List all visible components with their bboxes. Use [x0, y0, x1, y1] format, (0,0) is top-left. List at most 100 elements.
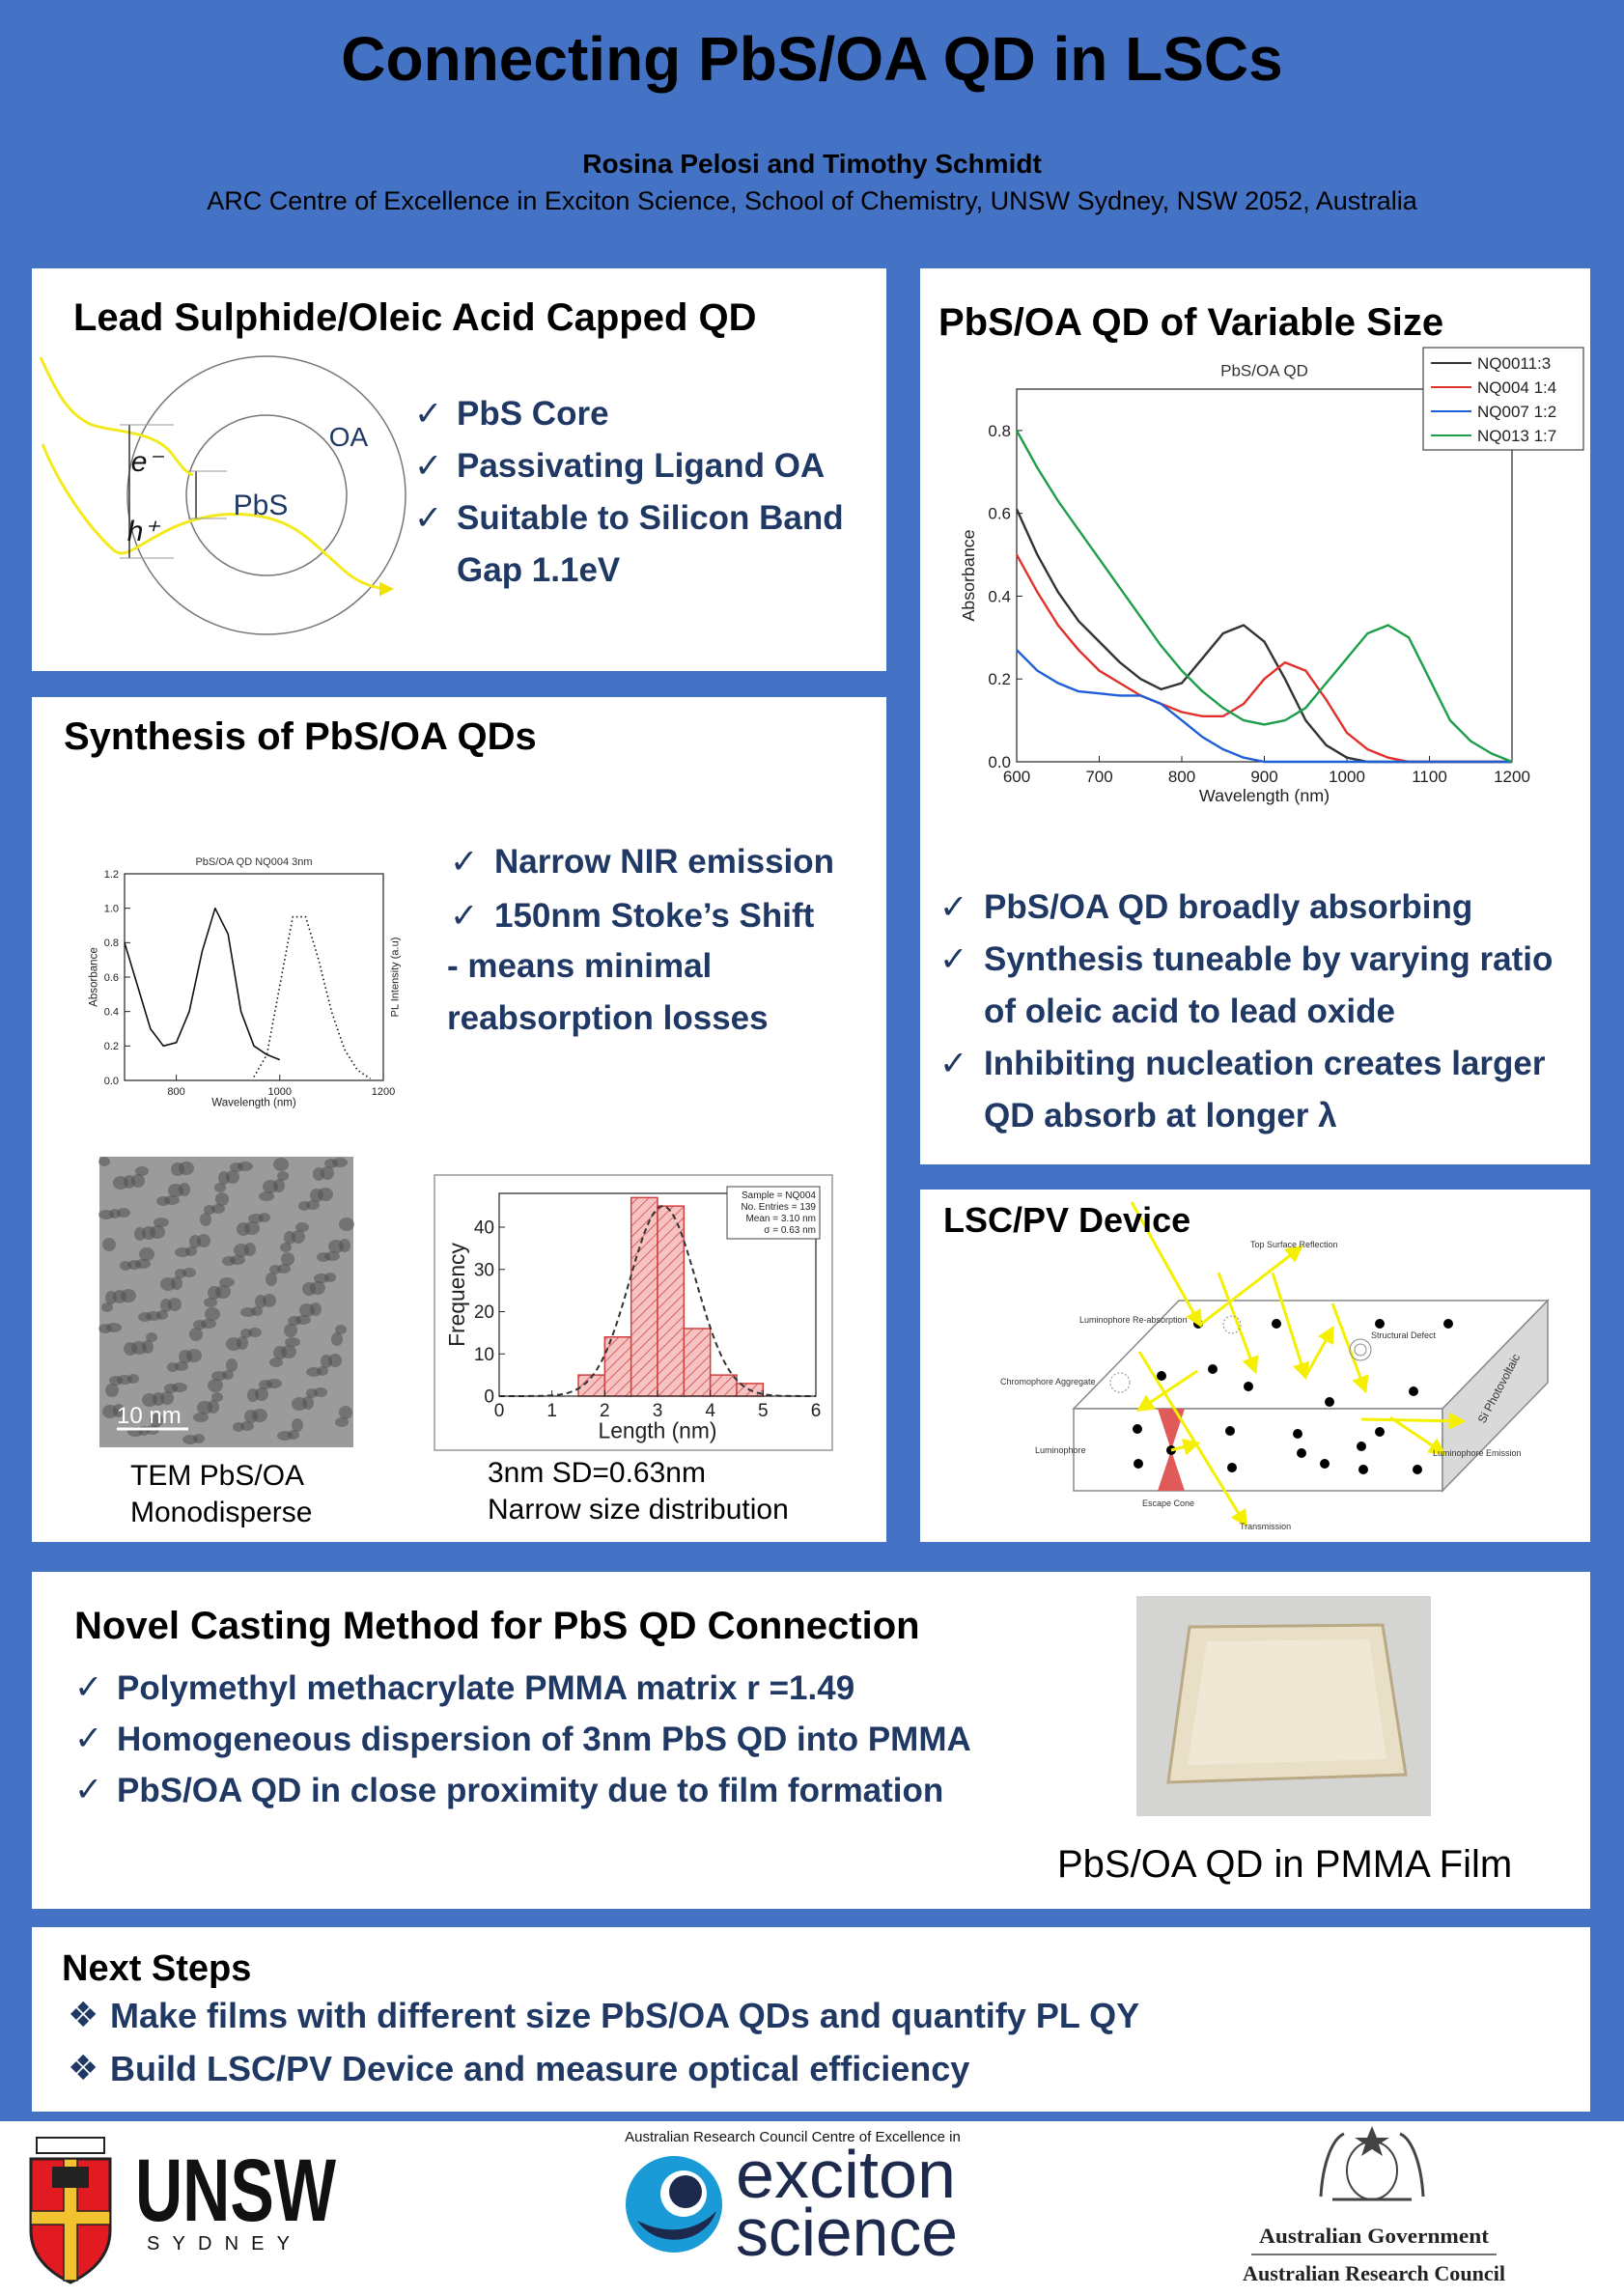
y-tick-label: 0.4	[988, 587, 1011, 605]
luminophore	[1225, 1426, 1235, 1436]
next-steps-bullets: ❖ Make films with different size PbS/OA Q…	[68, 1989, 1516, 2095]
tem-particle	[189, 1235, 201, 1248]
affiliation: ARC Centre of Excellence in Exciton Scie…	[207, 185, 1417, 215]
legend-label: NQ004 1:4	[1477, 378, 1556, 397]
series-line	[253, 915, 372, 1079]
science-word: science	[736, 2195, 958, 2270]
slab-side	[1442, 1299, 1549, 1493]
tem-particle	[135, 1166, 149, 1176]
histogram-bar	[603, 1336, 632, 1397]
bullet-marker: ✓	[939, 1045, 968, 1083]
exciton-logo-core	[669, 2175, 702, 2208]
x-tick-label: 700	[1085, 768, 1112, 786]
x-axis-label: Length (nm)	[599, 1418, 717, 1443]
light-path	[1137, 1351, 1247, 1528]
tem-particle	[102, 1238, 116, 1251]
unsw-wordmark: UNSW	[135, 2142, 336, 2240]
tem-particle	[285, 1337, 300, 1347]
tem-particle	[244, 1410, 258, 1423]
y-tick-label: 0.2	[988, 670, 1011, 688]
aggregate-icon	[1222, 1315, 1242, 1334]
bullet-text: Polymethyl methacrylate PMMA matrix r =1…	[117, 1669, 855, 1707]
tem-particle	[313, 1167, 324, 1181]
tem-particle	[120, 1261, 131, 1271]
tem-particle	[113, 1176, 128, 1190]
y-tick-label: 0.6	[104, 972, 119, 984]
histogram-bar	[683, 1328, 712, 1397]
tem-particle	[171, 1162, 184, 1176]
chart-title: PbS/OA QD	[1220, 361, 1308, 379]
tem-particle	[142, 1393, 157, 1407]
band-edge	[39, 356, 194, 477]
legend-box	[1422, 347, 1584, 451]
bullet-text: 150nm Stoke’s Shift	[494, 897, 815, 935]
tem-particle	[263, 1180, 278, 1193]
tem-particle	[298, 1201, 310, 1211]
tem-particle	[154, 1218, 169, 1227]
tem-particle	[146, 1332, 157, 1342]
y-tick-label: 10	[474, 1345, 494, 1365]
x-axis-label: Wavelength (nm)	[1199, 786, 1330, 805]
x-tick-label: 5	[758, 1401, 769, 1421]
bullet-item: ❖ Make films with different size PbS/OA Q…	[68, 1989, 1516, 2042]
bullet-marker: ✓	[414, 447, 443, 486]
luminophore	[1157, 1371, 1166, 1381]
tem-particle	[317, 1252, 330, 1262]
tem-particle	[102, 1405, 118, 1418]
tem-particle	[284, 1324, 297, 1337]
tem-particle	[98, 1324, 112, 1333]
y-tick-label: 0	[484, 1387, 494, 1408]
exciton-logo-swirl	[637, 2211, 716, 2240]
light-path	[1136, 1369, 1198, 1412]
tem-particle	[138, 1312, 152, 1322]
unsw-crest-book	[52, 2167, 89, 2188]
tem-particle	[204, 1298, 217, 1307]
series-line	[1016, 649, 1512, 764]
tem-particle	[167, 1362, 179, 1372]
tem-particle	[331, 1332, 343, 1346]
tem-particle	[259, 1191, 274, 1201]
exciton-word: exciton	[736, 2137, 956, 2212]
chart-title: PbS/OA QD NQ004 3nm	[195, 856, 312, 868]
tem-particle	[302, 1282, 316, 1296]
tem-particle	[124, 1342, 137, 1356]
x-tick-label: 800	[167, 1086, 184, 1098]
histogram-bar	[657, 1205, 686, 1397]
bullet-text: PbS/OA QD in close proximity due to film…	[117, 1772, 944, 1809]
tem-particle	[189, 1328, 203, 1341]
tem-particle	[193, 1413, 209, 1422]
tem-particle	[139, 1247, 154, 1261]
bullet-item: ✓ PbS/OA QD broadly absorbing	[939, 882, 1577, 934]
bullet-text: Passivating Ligand OA	[457, 447, 826, 485]
x-tick-label: 600	[1003, 768, 1030, 786]
tem-particle	[193, 1320, 207, 1330]
bullet-marker: ✓	[450, 843, 479, 882]
bullet-item: ❖ Build LSC/PV Device and measure optical…	[68, 2042, 1516, 2095]
tem-particle	[259, 1380, 272, 1389]
caption: Narrow size distribution	[488, 1494, 789, 1526]
tem-particle	[237, 1222, 250, 1236]
tem-particle	[105, 1291, 117, 1304]
bullet-text: Make films with different size PbS/OA QD…	[110, 1996, 1140, 2035]
bullet-marker: ❖	[68, 2049, 99, 2088]
slab-front	[1073, 1408, 1443, 1492]
device-label: Transmission	[1240, 1522, 1291, 1531]
tem-particle	[280, 1243, 292, 1252]
bullet-marker: ✓	[74, 1771, 103, 1809]
defect-icon	[1349, 1338, 1372, 1361]
bullet-item: ✓ Polymethyl methacrylate PMMA matrix r =…	[74, 1663, 1136, 1714]
y-axis-label: Frequency	[444, 1243, 469, 1347]
caption: Monodisperse	[130, 1497, 313, 1528]
tem-particle	[214, 1183, 226, 1192]
gov-crest-star	[1355, 2126, 1389, 2156]
tem-scale-label: 10 nm	[117, 1403, 182, 1429]
tem-particle	[339, 1406, 352, 1419]
tem-particle	[269, 1265, 281, 1274]
diagram-label: h⁺	[127, 516, 161, 547]
legend-label: NQ013 1:7	[1477, 427, 1556, 445]
y-tick-label: 40	[474, 1218, 494, 1239]
tem-particle	[234, 1244, 249, 1257]
bullet-item: ✓ Narrow NIR emission	[450, 835, 880, 889]
